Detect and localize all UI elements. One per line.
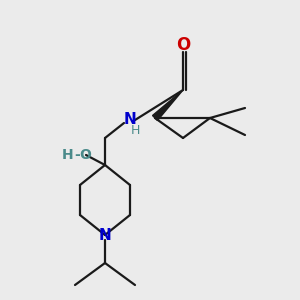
Text: O: O [176,36,190,54]
Text: O: O [79,148,91,162]
Text: N: N [99,227,111,242]
Text: H: H [62,148,74,162]
Text: H: H [130,124,140,136]
Text: N: N [124,112,136,128]
Text: -: - [74,148,80,162]
Polygon shape [152,90,183,121]
